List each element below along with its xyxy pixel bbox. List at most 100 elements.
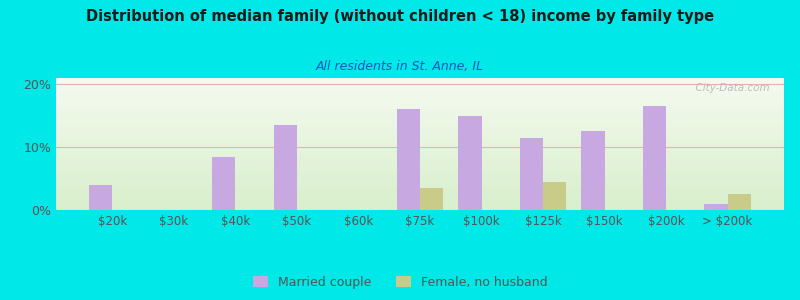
Bar [56,187,784,188]
Bar [56,101,784,102]
Bar [56,172,784,173]
Bar [56,128,784,129]
Bar [56,180,784,181]
Bar [397,110,420,210]
Bar [56,99,784,100]
Bar [56,186,784,187]
Bar [56,119,784,120]
Bar [56,123,784,124]
Bar [56,163,784,164]
Bar [56,196,784,197]
Bar [56,116,784,117]
Bar [56,160,784,161]
Bar [56,178,784,179]
Bar [56,206,784,207]
Bar [56,91,784,92]
Bar [642,106,666,210]
Bar [56,174,784,175]
Text: Distribution of median family (without children < 18) income by family type: Distribution of median family (without c… [86,9,714,24]
Bar [56,135,784,136]
Bar [56,147,784,148]
Bar [56,94,784,95]
Bar [56,108,784,109]
Bar [56,149,784,150]
Bar [56,146,784,147]
Bar [56,161,784,162]
Bar [56,126,784,127]
Bar [56,145,784,146]
Bar [56,118,784,119]
Bar [56,189,784,190]
Bar [56,122,784,123]
Bar [704,204,727,210]
Bar [56,120,784,121]
Bar [56,143,784,144]
Bar [56,194,784,195]
Bar [56,177,784,178]
Bar [56,192,784,193]
Bar [56,90,784,91]
Bar [56,148,784,149]
Bar [56,168,784,169]
Bar [56,82,784,83]
Bar [56,209,784,210]
Bar [56,200,784,201]
Bar [56,83,784,84]
Bar [56,84,784,85]
Bar [56,181,784,182]
Bar [56,136,784,137]
Bar [56,164,784,165]
Bar [56,167,784,168]
Bar [56,86,784,87]
Bar [56,109,784,110]
Bar [56,134,784,135]
Bar [420,188,443,210]
Bar [56,87,784,88]
Bar [56,165,784,166]
Bar [56,144,784,145]
Bar [56,138,784,139]
Bar [56,179,784,180]
Bar [56,112,784,113]
Bar [56,182,784,183]
Bar [56,78,784,79]
Bar [56,198,784,199]
Bar [56,183,784,184]
Bar [56,133,784,134]
Bar [56,155,784,156]
Bar [56,85,784,86]
Bar [520,138,543,210]
Bar [56,154,784,155]
Bar [56,173,784,174]
Bar [56,102,784,103]
Bar [56,140,784,141]
Bar [56,132,784,133]
Bar [56,158,784,159]
Bar [56,103,784,104]
Bar [56,170,784,171]
Bar [56,106,784,107]
Bar [56,131,784,132]
Bar [56,121,784,122]
Bar [56,150,784,151]
Bar [56,89,784,90]
Bar [56,207,784,208]
Bar [212,157,235,210]
Bar [56,185,784,186]
Bar [56,157,784,158]
Bar [727,194,751,210]
Bar [89,185,113,210]
Bar [56,171,784,172]
Bar [56,97,784,98]
Bar [56,152,784,153]
Bar [56,93,784,94]
Bar [56,195,784,196]
Bar [56,114,784,115]
Bar [56,156,784,157]
Bar [56,193,784,194]
Bar [56,190,784,191]
Legend: Married couple, Female, no husband: Married couple, Female, no husband [247,271,553,294]
Bar [56,81,784,82]
Bar [458,116,482,210]
Bar [56,129,784,130]
